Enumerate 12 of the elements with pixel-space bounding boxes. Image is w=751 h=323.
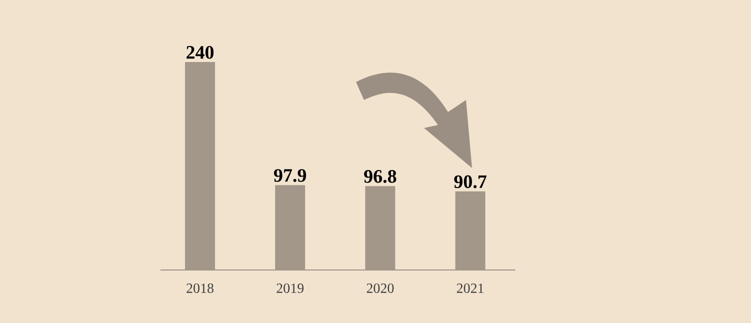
data-label: 97.9: [274, 169, 306, 182]
data-label: 240: [186, 46, 214, 59]
data-label: 90.7: [454, 175, 486, 188]
bar: [365, 186, 396, 270]
x-tick-label: 2021: [456, 284, 484, 293]
bar: [275, 185, 306, 270]
x-tick-label: 2018: [186, 284, 214, 293]
data-label: 96.8: [364, 170, 396, 183]
bar: [185, 62, 216, 270]
x-tick-label: 2020: [366, 284, 394, 293]
bar: [455, 191, 486, 270]
x-tick-label: 2019: [276, 284, 304, 293]
